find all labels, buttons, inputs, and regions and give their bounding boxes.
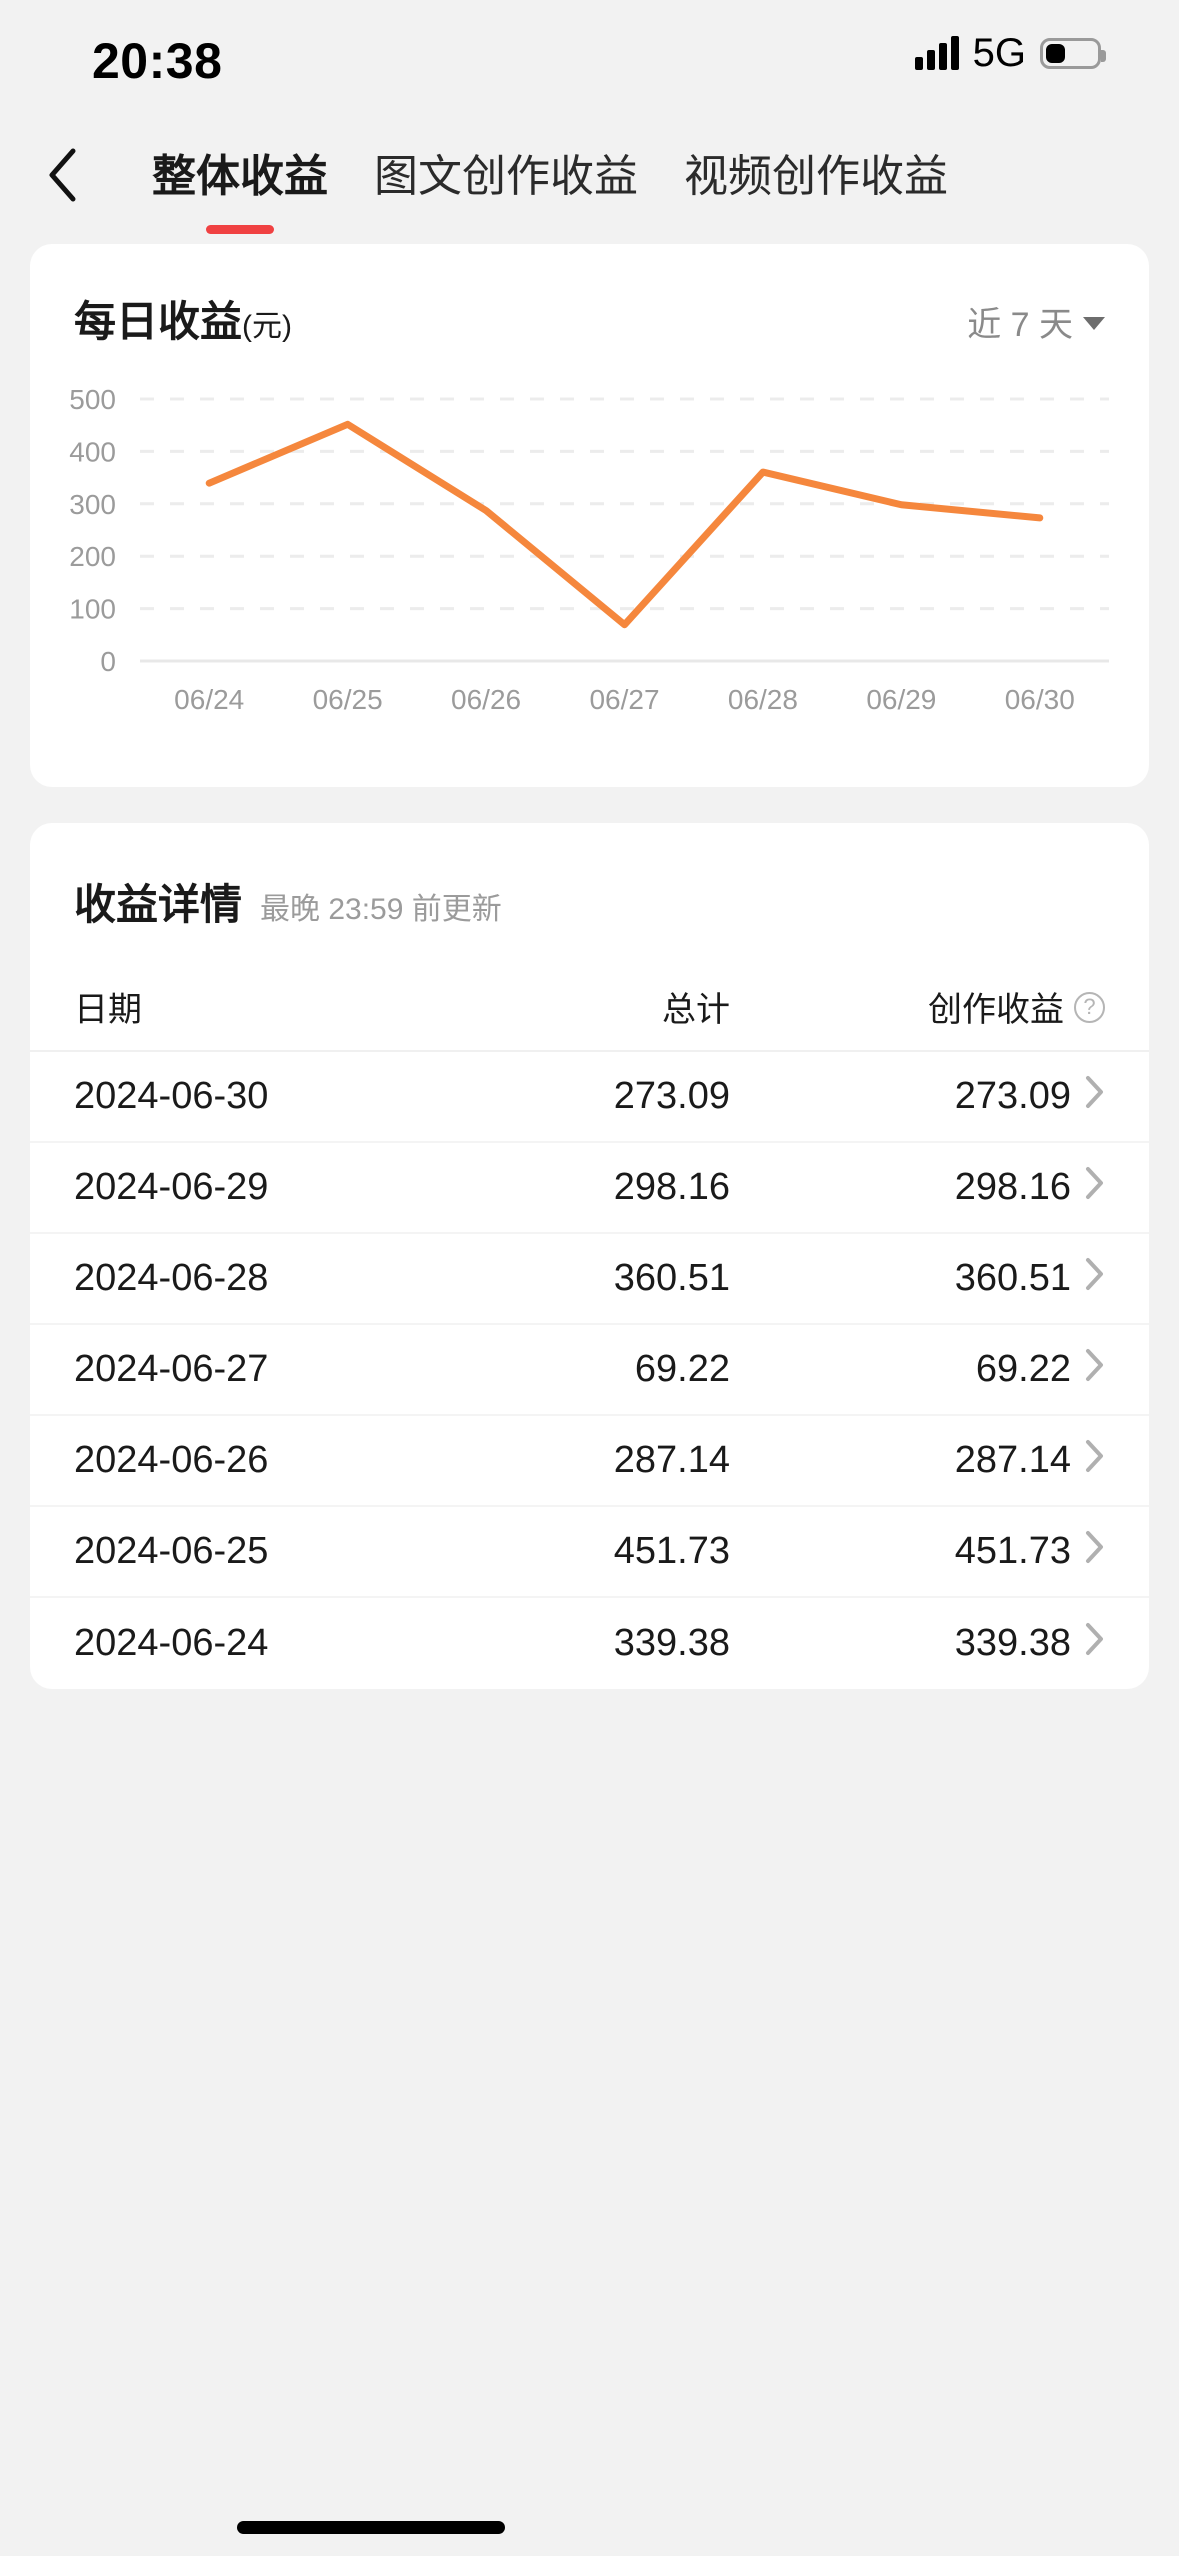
cell-date: 2024-06-30 — [74, 1075, 269, 1117]
y-axis-tick-label: 100 — [69, 594, 116, 625]
tab-label: 图文创作收益 — [374, 152, 638, 201]
cell-date: 2024-06-27 — [74, 1348, 269, 1390]
column-header-date: 日期 — [74, 990, 142, 1029]
cell-date: 2024-06-25 — [74, 1530, 269, 1572]
detail-card-header: 收益详情 最晚 23:59 前更新 — [30, 823, 1149, 962]
detail-title: 收益详情 — [74, 881, 243, 928]
column-header-creation-label: 创作收益 — [928, 990, 1064, 1029]
chart-title: 每日收益(元) — [74, 288, 292, 349]
table-header-row: 日期 总计 创作收益 ? — [30, 962, 1149, 1052]
cell-date: 2024-06-28 — [74, 1257, 269, 1299]
y-axis-tick-label: 0 — [100, 646, 116, 677]
date-range-label: 近 7 天 — [967, 306, 1073, 344]
chart-series-line — [205, 420, 1044, 629]
network-type-label: 5G — [972, 31, 1026, 75]
cell-total: 339.38 — [613, 1622, 730, 1664]
chart-title-text: 每日收益 — [74, 298, 243, 345]
cell-date: 2024-06-29 — [74, 1166, 269, 1208]
y-axis-tick-label: 500 — [69, 385, 116, 415]
cell-total: 451.73 — [613, 1530, 730, 1572]
table-row[interactable]: 2024-06-26 287.14 287.14 — [30, 1416, 1149, 1507]
chart-title-unit: (元) — [242, 310, 292, 343]
column-header-creation: 创作收益 ? — [790, 982, 1105, 1031]
cell-total: 298.16 — [613, 1166, 730, 1208]
line-chart[interactable]: 0 100 200 300 400 500 06/24 06/25 06/26 06/27 06/2… — [30, 385, 1149, 745]
cell-total: 273.09 — [613, 1075, 730, 1117]
chevron-right-icon[interactable] — [1085, 1075, 1105, 1119]
table-row[interactable]: 2024-06-29 298.16 298.16 — [30, 1143, 1149, 1234]
battery-icon — [1040, 37, 1106, 69]
cell-total: 287.14 — [613, 1439, 730, 1481]
cell-creation: 451.73 — [954, 1530, 1071, 1572]
chevron-right-icon[interactable] — [1085, 1257, 1105, 1301]
table-row[interactable]: 2024-06-30 273.09 273.09 — [30, 1052, 1149, 1143]
cell-creation: 273.09 — [954, 1075, 1071, 1117]
x-axis-tick-label: 06/26 — [451, 684, 521, 715]
cell-date: 2024-06-24 — [74, 1622, 269, 1664]
x-axis-tick-label: 06/29 — [866, 684, 936, 715]
question-circle-icon[interactable]: ? — [1074, 991, 1105, 1023]
cell-date: 2024-06-26 — [74, 1439, 269, 1481]
tab-video-earnings[interactable]: 视频创作收益 — [684, 140, 948, 210]
chevron-right-icon[interactable] — [1085, 1348, 1105, 1392]
earnings-detail-card: 收益详情 最晚 23:59 前更新 日期 总计 创作收益 ? 2024-06-3… — [30, 823, 1149, 1689]
status-bar-time: 20:38 — [92, 33, 223, 89]
chevron-left-icon — [45, 147, 79, 203]
table-row[interactable]: 2024-06-28 360.51 360.51 — [30, 1234, 1149, 1325]
y-axis-tick-label: 200 — [69, 541, 116, 572]
y-axis-tick-label: 300 — [69, 489, 116, 520]
x-axis-tick-label: 06/27 — [589, 684, 659, 715]
tab-list: 整体收益 图文创作收益 视频创作收益 — [152, 140, 948, 234]
column-header-total: 总计 — [662, 990, 730, 1029]
y-axis-tick-label: 400 — [69, 436, 116, 467]
back-button[interactable] — [22, 120, 102, 230]
x-axis-tick-label: 06/24 — [174, 684, 244, 715]
chevron-right-icon[interactable] — [1085, 1622, 1105, 1666]
table-row[interactable]: 2024-06-27 69.22 69.22 — [30, 1325, 1149, 1416]
status-bar-indicators: 5G — [914, 31, 1106, 75]
table-row[interactable]: 2024-06-25 451.73 451.73 — [30, 1507, 1149, 1598]
table-body: 2024-06-30 273.09 273.09 2024-06-29 298.16 29… — [30, 1052, 1149, 1689]
home-indicator — [237, 2521, 505, 2534]
detail-subtitle: 最晚 23:59 前更新 — [260, 893, 502, 926]
cell-total: 69.22 — [634, 1348, 730, 1390]
chart-card-header: 每日收益(元) 近 7 天 — [30, 244, 1149, 349]
tab-overall-earnings[interactable]: 整体收益 — [152, 140, 328, 234]
caret-down-icon — [1083, 317, 1105, 330]
chevron-right-icon[interactable] — [1085, 1166, 1105, 1210]
x-axis-tick-label: 06/25 — [313, 684, 383, 715]
signal-bars-icon — [914, 36, 959, 70]
top-navigation-bar: 整体收益 图文创作收益 视频创作收益 — [0, 120, 1179, 234]
status-bar: 20:38 5G — [0, 0, 1179, 120]
table-row[interactable]: 2024-06-24 339.38 339.38 — [30, 1598, 1149, 1689]
cell-creation: 69.22 — [975, 1348, 1071, 1390]
cell-creation: 287.14 — [954, 1439, 1071, 1481]
x-axis-tick-label: 06/28 — [728, 684, 798, 715]
cell-creation: 360.51 — [954, 1257, 1071, 1299]
active-tab-underline — [206, 225, 274, 234]
date-range-selector[interactable]: 近 7 天 — [967, 297, 1105, 346]
cell-total: 360.51 — [613, 1257, 730, 1299]
chevron-right-icon[interactable] — [1085, 1530, 1105, 1574]
x-axis-tick-label: 06/30 — [1005, 684, 1075, 715]
tab-label: 整体收益 — [152, 152, 328, 201]
cell-creation: 339.38 — [954, 1622, 1071, 1664]
tab-article-earnings[interactable]: 图文创作收益 — [374, 140, 638, 210]
tab-label: 视频创作收益 — [684, 152, 948, 201]
chevron-right-icon[interactable] — [1085, 1439, 1105, 1483]
cell-creation: 298.16 — [954, 1166, 1071, 1208]
daily-earnings-card: 每日收益(元) 近 7 天 0 100 200 300 400 500 06/24 06/25… — [30, 244, 1149, 787]
line-chart-svg: 0 100 200 300 400 500 06/24 06/25 06/26 06/27 06/2… — [69, 385, 1109, 715]
